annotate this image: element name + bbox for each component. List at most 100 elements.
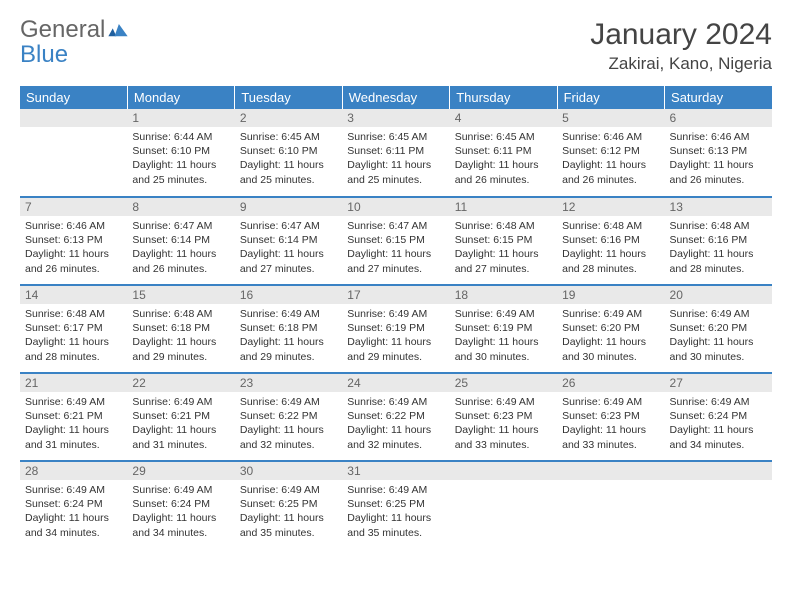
day-number: 4: [450, 109, 557, 127]
calendar-row: 28Sunrise: 6:49 AMSunset: 6:24 PMDayligh…: [20, 461, 772, 549]
calendar-cell: 9Sunrise: 6:47 AMSunset: 6:14 PMDaylight…: [235, 197, 342, 285]
day-detail: Sunrise: 6:49 AMSunset: 6:22 PMDaylight:…: [235, 392, 342, 456]
calendar-body: 1Sunrise: 6:44 AMSunset: 6:10 PMDaylight…: [20, 109, 772, 549]
calendar-cell: 10Sunrise: 6:47 AMSunset: 6:15 PMDayligh…: [342, 197, 449, 285]
day-number: 29: [127, 462, 234, 480]
calendar-row: 21Sunrise: 6:49 AMSunset: 6:21 PMDayligh…: [20, 373, 772, 461]
calendar-cell: [665, 461, 772, 549]
calendar-cell: 6Sunrise: 6:46 AMSunset: 6:13 PMDaylight…: [665, 109, 772, 197]
day-number: 14: [20, 286, 127, 304]
day-number: 7: [20, 198, 127, 216]
day-number: 26: [557, 374, 664, 392]
calendar-cell: [450, 461, 557, 549]
day-detail: Sunrise: 6:46 AMSunset: 6:13 PMDaylight:…: [20, 216, 127, 280]
title-block: January 2024 Zakirai, Kano, Nigeria: [590, 18, 772, 74]
calendar-cell: 26Sunrise: 6:49 AMSunset: 6:23 PMDayligh…: [557, 373, 664, 461]
day-number: 25: [450, 374, 557, 392]
day-detail: Sunrise: 6:45 AMSunset: 6:11 PMDaylight:…: [450, 127, 557, 191]
day-number-empty: [450, 462, 557, 480]
day-detail: Sunrise: 6:48 AMSunset: 6:17 PMDaylight:…: [20, 304, 127, 368]
calendar-cell: 17Sunrise: 6:49 AMSunset: 6:19 PMDayligh…: [342, 285, 449, 373]
day-number: 10: [342, 198, 449, 216]
calendar-table: SundayMondayTuesdayWednesdayThursdayFrid…: [20, 86, 772, 549]
weekday-header: Sunday: [20, 86, 127, 109]
calendar-cell: 2Sunrise: 6:45 AMSunset: 6:10 PMDaylight…: [235, 109, 342, 197]
calendar-cell: 31Sunrise: 6:49 AMSunset: 6:25 PMDayligh…: [342, 461, 449, 549]
day-detail: Sunrise: 6:49 AMSunset: 6:23 PMDaylight:…: [557, 392, 664, 456]
day-detail: Sunrise: 6:47 AMSunset: 6:14 PMDaylight:…: [127, 216, 234, 280]
day-number: 3: [342, 109, 449, 127]
day-number: 6: [665, 109, 772, 127]
day-detail: Sunrise: 6:49 AMSunset: 6:21 PMDaylight:…: [20, 392, 127, 456]
day-detail: Sunrise: 6:49 AMSunset: 6:23 PMDaylight:…: [450, 392, 557, 456]
weekday-header: Wednesday: [342, 86, 449, 109]
day-detail: Sunrise: 6:49 AMSunset: 6:24 PMDaylight:…: [665, 392, 772, 456]
calendar-cell: 24Sunrise: 6:49 AMSunset: 6:22 PMDayligh…: [342, 373, 449, 461]
calendar-cell: 14Sunrise: 6:48 AMSunset: 6:17 PMDayligh…: [20, 285, 127, 373]
calendar-cell: 4Sunrise: 6:45 AMSunset: 6:11 PMDaylight…: [450, 109, 557, 197]
calendar-cell: 21Sunrise: 6:49 AMSunset: 6:21 PMDayligh…: [20, 373, 127, 461]
calendar-cell: 28Sunrise: 6:49 AMSunset: 6:24 PMDayligh…: [20, 461, 127, 549]
day-number: 12: [557, 198, 664, 216]
calendar-cell: 11Sunrise: 6:48 AMSunset: 6:15 PMDayligh…: [450, 197, 557, 285]
calendar-row: 1Sunrise: 6:44 AMSunset: 6:10 PMDaylight…: [20, 109, 772, 197]
day-detail: Sunrise: 6:48 AMSunset: 6:16 PMDaylight:…: [665, 216, 772, 280]
day-number: 8: [127, 198, 234, 216]
day-number: 2: [235, 109, 342, 127]
day-number: 21: [20, 374, 127, 392]
day-number: 30: [235, 462, 342, 480]
day-detail: Sunrise: 6:49 AMSunset: 6:18 PMDaylight:…: [235, 304, 342, 368]
calendar-cell: 20Sunrise: 6:49 AMSunset: 6:20 PMDayligh…: [665, 285, 772, 373]
flag-icon: [108, 19, 128, 43]
month-title: January 2024: [590, 18, 772, 52]
calendar-cell: 19Sunrise: 6:49 AMSunset: 6:20 PMDayligh…: [557, 285, 664, 373]
day-number: 22: [127, 374, 234, 392]
day-number: 20: [665, 286, 772, 304]
day-detail: Sunrise: 6:49 AMSunset: 6:19 PMDaylight:…: [342, 304, 449, 368]
day-number: 18: [450, 286, 557, 304]
day-number: 23: [235, 374, 342, 392]
day-detail: Sunrise: 6:49 AMSunset: 6:25 PMDaylight:…: [342, 480, 449, 544]
day-number: 15: [127, 286, 234, 304]
calendar-cell: 30Sunrise: 6:49 AMSunset: 6:25 PMDayligh…: [235, 461, 342, 549]
calendar-cell: 13Sunrise: 6:48 AMSunset: 6:16 PMDayligh…: [665, 197, 772, 285]
logo: GeneralBlue: [20, 18, 128, 67]
day-detail: Sunrise: 6:46 AMSunset: 6:12 PMDaylight:…: [557, 127, 664, 191]
day-detail: Sunrise: 6:49 AMSunset: 6:25 PMDaylight:…: [235, 480, 342, 544]
calendar-cell: 8Sunrise: 6:47 AMSunset: 6:14 PMDaylight…: [127, 197, 234, 285]
day-detail: Sunrise: 6:45 AMSunset: 6:11 PMDaylight:…: [342, 127, 449, 191]
calendar-cell: 23Sunrise: 6:49 AMSunset: 6:22 PMDayligh…: [235, 373, 342, 461]
day-number: 16: [235, 286, 342, 304]
day-number: 1: [127, 109, 234, 127]
logo-text-2: Blue: [20, 41, 68, 68]
day-number: 17: [342, 286, 449, 304]
day-number: 27: [665, 374, 772, 392]
day-number-empty: [20, 109, 127, 127]
calendar-cell: 7Sunrise: 6:46 AMSunset: 6:13 PMDaylight…: [20, 197, 127, 285]
calendar-cell: 5Sunrise: 6:46 AMSunset: 6:12 PMDaylight…: [557, 109, 664, 197]
calendar-cell: 3Sunrise: 6:45 AMSunset: 6:11 PMDaylight…: [342, 109, 449, 197]
day-number: 13: [665, 198, 772, 216]
day-detail: Sunrise: 6:49 AMSunset: 6:24 PMDaylight:…: [20, 480, 127, 544]
day-number-empty: [557, 462, 664, 480]
day-detail: Sunrise: 6:48 AMSunset: 6:16 PMDaylight:…: [557, 216, 664, 280]
calendar-cell: 1Sunrise: 6:44 AMSunset: 6:10 PMDaylight…: [127, 109, 234, 197]
day-detail: Sunrise: 6:48 AMSunset: 6:15 PMDaylight:…: [450, 216, 557, 280]
day-detail: Sunrise: 6:49 AMSunset: 6:20 PMDaylight:…: [557, 304, 664, 368]
day-detail: Sunrise: 6:47 AMSunset: 6:14 PMDaylight:…: [235, 216, 342, 280]
weekday-header: Tuesday: [235, 86, 342, 109]
calendar-cell: 15Sunrise: 6:48 AMSunset: 6:18 PMDayligh…: [127, 285, 234, 373]
day-detail: Sunrise: 6:48 AMSunset: 6:18 PMDaylight:…: [127, 304, 234, 368]
header: GeneralBlue January 2024 Zakirai, Kano, …: [20, 18, 772, 74]
calendar-cell: 16Sunrise: 6:49 AMSunset: 6:18 PMDayligh…: [235, 285, 342, 373]
calendar-cell: [557, 461, 664, 549]
day-detail: Sunrise: 6:49 AMSunset: 6:20 PMDaylight:…: [665, 304, 772, 368]
calendar-cell: 12Sunrise: 6:48 AMSunset: 6:16 PMDayligh…: [557, 197, 664, 285]
calendar-header-row: SundayMondayTuesdayWednesdayThursdayFrid…: [20, 86, 772, 109]
weekday-header: Thursday: [450, 86, 557, 109]
calendar-row: 14Sunrise: 6:48 AMSunset: 6:17 PMDayligh…: [20, 285, 772, 373]
day-detail: Sunrise: 6:44 AMSunset: 6:10 PMDaylight:…: [127, 127, 234, 191]
calendar-cell: 29Sunrise: 6:49 AMSunset: 6:24 PMDayligh…: [127, 461, 234, 549]
day-detail: Sunrise: 6:49 AMSunset: 6:19 PMDaylight:…: [450, 304, 557, 368]
day-number-empty: [665, 462, 772, 480]
